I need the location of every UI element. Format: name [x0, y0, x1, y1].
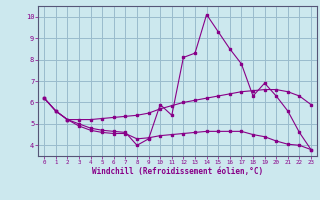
X-axis label: Windchill (Refroidissement éolien,°C): Windchill (Refroidissement éolien,°C) — [92, 167, 263, 176]
